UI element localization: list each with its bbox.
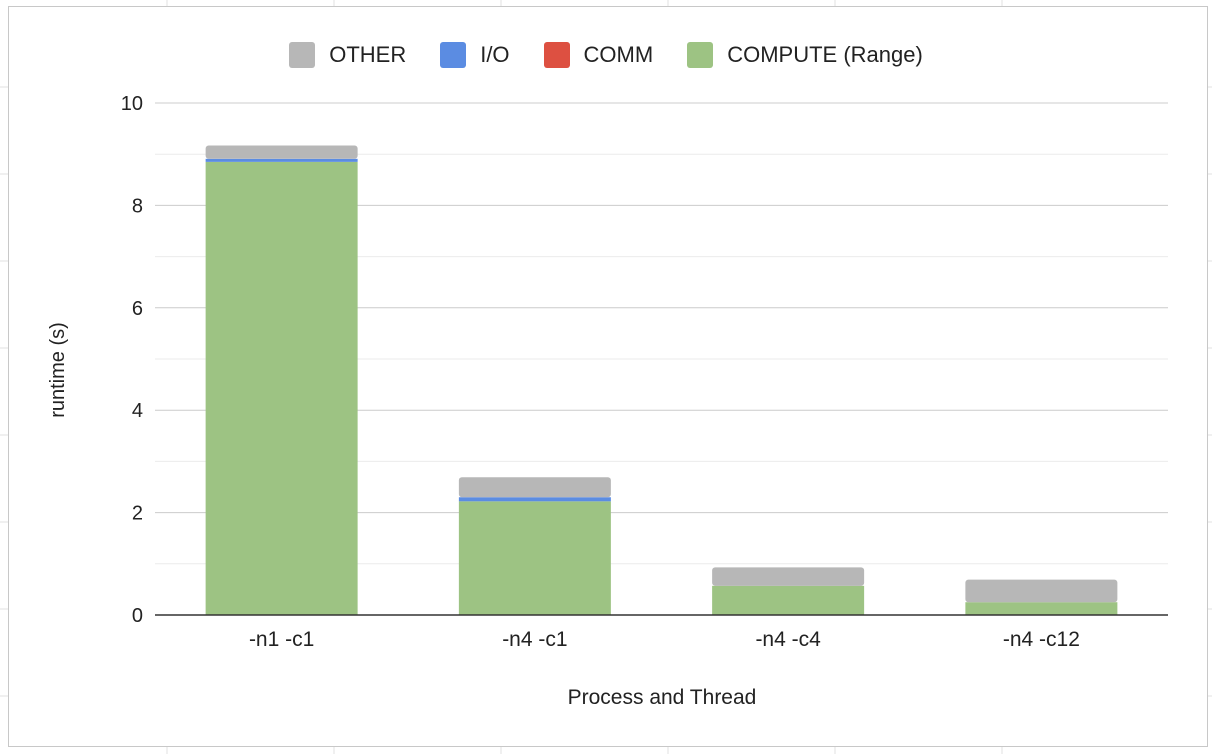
legend-label-other: OTHER — [329, 42, 407, 67]
x-tick-label: -n4 -c4 — [755, 628, 821, 651]
bar-segment-other-3[interactable] — [965, 579, 1118, 603]
x-axis-title: Process and Thread — [568, 686, 757, 709]
legend-label-io: I/O — [480, 42, 510, 67]
y-tick-label: 6 — [132, 298, 143, 320]
x-tick-label: -n4 -c1 — [502, 628, 567, 651]
bar-segment-compute-range-1[interactable] — [458, 501, 611, 615]
legend-swatch-compute — [687, 42, 714, 68]
bar-segment-compute-range-2[interactable] — [712, 585, 865, 615]
bar-segment-other-0[interactable] — [205, 145, 358, 159]
x-tick-label: -n1 -c1 — [249, 628, 314, 651]
bar-segment-compute-range-0[interactable] — [205, 161, 358, 615]
legend-label-compute: COMPUTE (Range) — [727, 42, 923, 67]
x-tick-label: -n4 -c12 — [1003, 628, 1080, 651]
bar-segment-i-o-0[interactable] — [205, 158, 358, 162]
legend-swatch-other — [289, 42, 316, 68]
bar-segment-other-2[interactable] — [712, 567, 865, 586]
legend-item-io[interactable]: I/O — [440, 42, 510, 68]
bar-segment-compute-range-3[interactable] — [965, 602, 1118, 615]
y-axis-title: runtime (s) — [47, 322, 69, 418]
y-tick-label: 0 — [132, 605, 143, 627]
legend-swatch-io — [440, 42, 467, 68]
legend-item-comm[interactable]: COMM — [543, 42, 654, 68]
y-tick-label: 4 — [132, 400, 143, 422]
bar-segment-other-1[interactable] — [458, 477, 611, 498]
legend-item-compute[interactable]: COMPUTE (Range) — [687, 42, 923, 68]
bar-segment-i-o-1[interactable] — [458, 497, 611, 502]
legend-swatch-comm — [543, 42, 570, 68]
y-tick-label: 10 — [121, 93, 143, 115]
y-tick-label: 2 — [132, 503, 143, 525]
legend-item-other[interactable]: OTHER — [289, 42, 406, 68]
legend-label-comm: COMM — [583, 42, 654, 67]
y-tick-label: 8 — [132, 195, 143, 217]
chart-legend: OTHER I/O COMM COMPUTE (Range) — [0, 40, 1212, 70]
